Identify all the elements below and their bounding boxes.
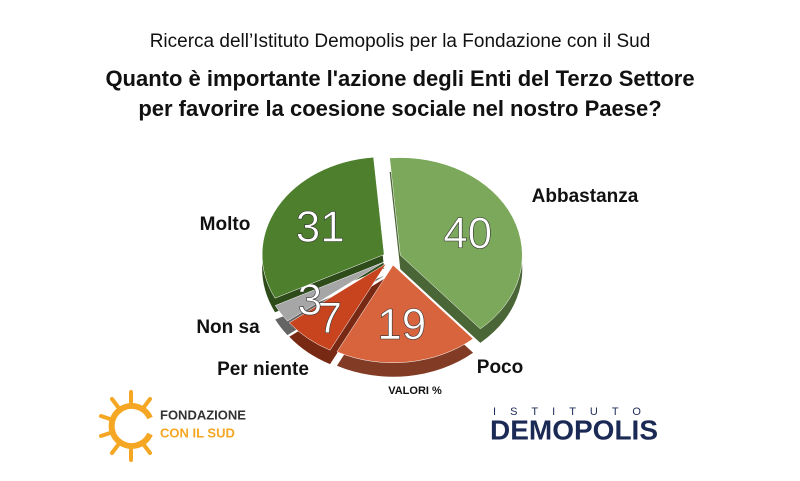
slice	[288, 263, 387, 351]
value-label: 7	[318, 294, 342, 343]
category-label: Poco	[477, 357, 523, 378]
value-label: 19	[377, 300, 426, 349]
title-line: per favorire la coesione sociale nel nos…	[138, 96, 661, 121]
sun-rays	[99, 390, 152, 462]
slice	[261, 156, 385, 299]
logo-demopolis: ISTITUTO DEMOPOLIS	[490, 406, 658, 445]
note: VALORI %	[388, 385, 442, 397]
logo-text: ISTITUTO	[493, 406, 655, 418]
slice	[389, 157, 523, 330]
value-label: 40	[443, 209, 492, 258]
title-line: Quanto è importante l'azione degli Enti …	[105, 66, 694, 91]
sun	[108, 403, 153, 449]
logo-text: DEMOPOLIS	[490, 414, 658, 445]
logo-text: FONDAZIONE	[160, 407, 246, 422]
category-label: Per niente	[217, 359, 309, 380]
category-label: Non sa	[196, 317, 260, 338]
category-label: Molto	[200, 214, 251, 235]
slice	[274, 261, 385, 322]
value-label: 31	[296, 203, 345, 252]
logo-text: CON IL SUD	[160, 425, 235, 440]
category-label: Abbastanza	[532, 186, 639, 207]
subtitle: Ricerca dell’Istituto Demopolis per la F…	[150, 31, 651, 52]
slice	[336, 264, 474, 363]
logo-fondazione: FONDAZIONE CON IL SUD	[99, 390, 246, 462]
